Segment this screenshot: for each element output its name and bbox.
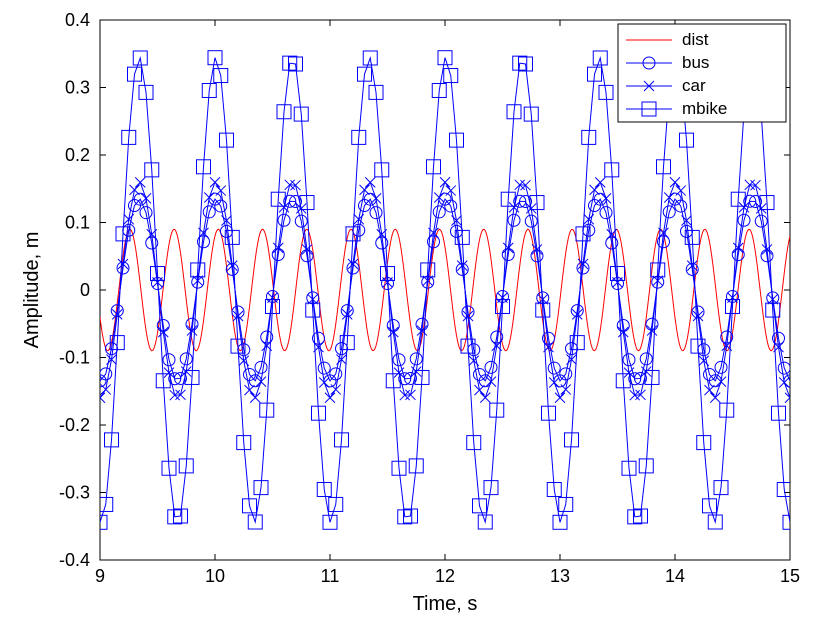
- y-tick-label: -0.2: [59, 415, 90, 435]
- x-tick-label: 15: [780, 566, 800, 586]
- x-tick-label: 12: [435, 566, 455, 586]
- x-tick-label: 14: [665, 566, 685, 586]
- y-tick-label: -0.4: [59, 550, 90, 570]
- y-tick-label: -0.1: [59, 348, 90, 368]
- y-tick-label: 0.1: [65, 213, 90, 233]
- y-tick-label: -0.3: [59, 483, 90, 503]
- y-tick-label: 0.3: [65, 78, 90, 98]
- y-tick-label: 0.4: [65, 10, 90, 30]
- x-tick-label: 10: [205, 566, 225, 586]
- chart-svg: 9 10 11 12 13 14 15 -0.4 -0.3 -0.2 -0.1 0 0.1 0.2 0.3 0…: [0, 0, 823, 619]
- y-axis-label: Amplitude, m: [21, 232, 43, 349]
- legend: dist bus car mbike: [618, 24, 786, 122]
- legend-label: car: [682, 76, 706, 95]
- x-axis-label: Time, s: [413, 593, 478, 615]
- y-tick-label: 0.2: [65, 145, 90, 165]
- chart-container: 9 10 11 12 13 14 15 -0.4 -0.3 -0.2 -0.1 0 0.1 0.2 0.3 0…: [0, 0, 823, 619]
- y-tick-label: 0: [80, 280, 90, 300]
- x-tick-label: 9: [95, 566, 105, 586]
- x-tick-label: 11: [321, 566, 340, 586]
- legend-label: bus: [682, 53, 709, 72]
- x-tick-label: 13: [550, 566, 570, 586]
- legend-label: dist: [682, 30, 709, 49]
- legend-label: mbike: [682, 99, 727, 118]
